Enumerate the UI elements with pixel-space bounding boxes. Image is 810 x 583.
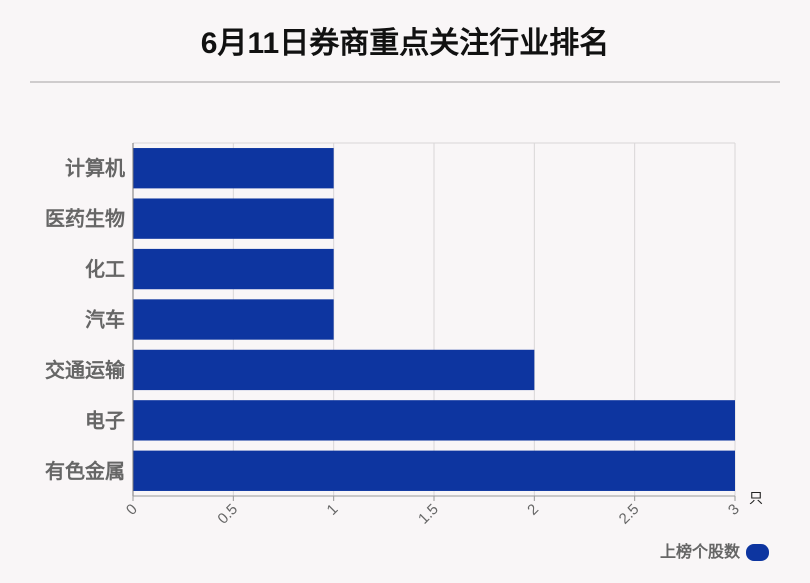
x-axis-unit: 只 [749,490,763,506]
title-divider [30,81,780,83]
x-tick-label: 0.5 [214,501,241,528]
chart-title: 6月11日券商重点关注行业排名 [200,27,610,60]
x-tick-label: 1 [324,501,342,519]
category-label: 医药生物 [45,207,125,231]
category-label: 汽车 [85,308,125,332]
x-tick-label: 3 [725,501,743,519]
legend-swatch[interactable] [746,544,769,561]
bar[interactable] [133,450,735,491]
bar[interactable] [133,349,535,391]
tick-labels: 0 0.5 1 1.5 2 2.5 3 [123,501,743,528]
category-label: 交通运输 [45,358,126,382]
x-tick-label: 0 [123,501,141,519]
category-label: 有色金属 [45,459,125,483]
legend-label: 上榜个股数 [660,542,741,561]
bars [133,148,735,491]
bar[interactable] [133,299,334,340]
bar[interactable] [133,248,334,290]
legend: 上榜个股数 [660,542,769,561]
x-tick-label: 1.5 [415,501,442,528]
bar[interactable] [133,400,735,441]
x-tick-label: 2.5 [616,501,643,528]
bar[interactable] [133,198,334,239]
category-label: 电子 [85,409,125,432]
category-label: 化工 [85,257,125,281]
axes [132,143,736,501]
bar[interactable] [133,148,334,189]
x-tick-label: 2 [524,501,542,519]
category-label: 计算机 [65,156,125,180]
